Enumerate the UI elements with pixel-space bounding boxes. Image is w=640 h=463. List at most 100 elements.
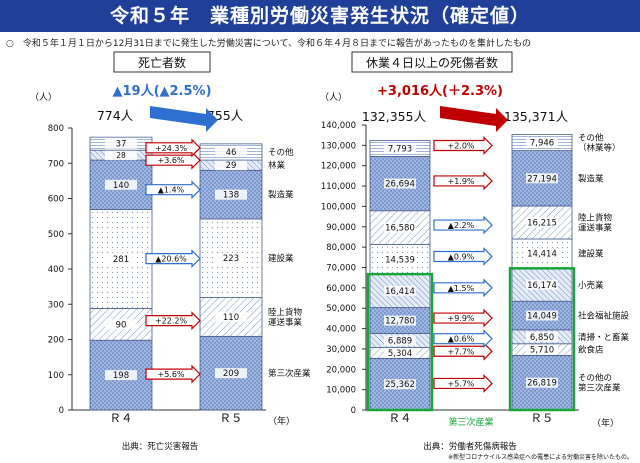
bar-data-label: 16,580	[385, 224, 415, 234]
segment-change-label: +24.3%	[155, 144, 188, 153]
bar-label-bg	[384, 254, 416, 265]
bar-data-label: 26,819	[527, 379, 557, 389]
y-axis-label: （人）	[30, 92, 57, 103]
tertiary-group-box	[508, 267, 576, 412]
segment-change-arrow	[433, 215, 493, 235]
segment-change-label: +3.6%	[157, 156, 184, 165]
segment-change-label: ▲0.6%	[448, 335, 475, 344]
y-tick-label: 50,000	[326, 304, 356, 314]
segment-change-arrow	[145, 138, 201, 158]
y-tick-label: 0	[351, 406, 356, 416]
bar-data-label: 5,304	[388, 349, 412, 359]
tertiary-group-box	[366, 272, 434, 412]
bar-data-label: 14,539	[385, 255, 415, 265]
bar-label-bg	[215, 189, 247, 200]
bar-label-bg	[526, 331, 558, 342]
segment-change-arrow	[433, 373, 493, 393]
bar-data-label: 16,215	[527, 218, 557, 228]
bar-label-bg	[526, 377, 558, 388]
bar-data-label: 110	[223, 313, 239, 323]
tertiary-group-label: 第三次産業	[448, 416, 493, 428]
y-tick-label: 20,000	[326, 365, 356, 375]
segment-change-label: ▲1.5%	[448, 284, 475, 293]
chart-title-box	[113, 51, 211, 73]
series-label: 陸上貨物	[268, 307, 303, 318]
bar-total-label: 135,371人	[504, 109, 569, 124]
data-period-note: ○ 令和５年１月１日から12月31日までに発生した労働災害について、令和６年４月…	[6, 39, 532, 49]
y-tick-label: 500	[48, 230, 64, 240]
segment-change-label: +2.0%	[447, 142, 474, 151]
y-tick-label: 300	[48, 300, 64, 310]
bar-total-label: 132,355人	[362, 109, 427, 124]
series-label: 第三次産業	[268, 368, 311, 379]
bar-label-bg	[526, 137, 558, 148]
bar-label-bg	[215, 311, 247, 322]
bar-label-bg	[105, 319, 137, 330]
bar-data-label: 12,780	[385, 317, 415, 327]
bar-data-label: 37	[116, 140, 127, 150]
segment-change-arrow	[433, 171, 493, 191]
y-tick-label: 700	[48, 159, 64, 169]
y-tick-label: 80,000	[326, 243, 356, 253]
bar-data-label: 7,946	[530, 139, 554, 149]
segment-change-arrow	[433, 136, 493, 155]
bar-data-label: 26,694	[385, 180, 415, 190]
bar-label-bg	[384, 347, 416, 358]
bar-label-bg	[384, 143, 416, 154]
x-axis-unit-label: （年）	[592, 417, 619, 429]
bar-label-bg	[105, 150, 137, 161]
series-label: 林業	[268, 160, 286, 171]
bar-label-bg	[384, 379, 416, 390]
bar-data-label: 6,850	[530, 333, 554, 343]
segment-change-label: +1.9%	[447, 177, 474, 186]
series-label: （林業等）	[578, 143, 621, 154]
bar-data-label: 6,889	[388, 337, 412, 347]
bar-data-label: 46	[226, 148, 237, 158]
bar-data-label: 90	[116, 320, 127, 330]
y-tick-label: 100	[48, 371, 64, 381]
bar-data-label: 281	[113, 255, 129, 265]
y-tick-label: 800	[48, 124, 64, 134]
y-axis-label: （人）	[320, 92, 347, 103]
series-label: その他	[578, 133, 604, 144]
bar-label-bg	[526, 310, 558, 321]
bar-label-bg	[526, 217, 558, 228]
bar-label-bg	[215, 368, 247, 379]
bar-label-bg	[526, 279, 558, 290]
total-trend-arrow	[440, 106, 508, 132]
segment-change-label: ▲0.9%	[448, 252, 475, 261]
segment-change-arrow	[145, 180, 201, 200]
bar-label-bg	[384, 335, 416, 346]
segment-change-label: +7.7%	[447, 347, 474, 356]
series-label: 第三次産業	[578, 383, 621, 394]
bar-label-bg	[215, 160, 247, 171]
bar-data-label: 27,194	[527, 174, 557, 184]
segment-change-label: +22.2%	[155, 317, 188, 326]
segment-change-label: ▲20.6%	[155, 255, 187, 264]
series-label: 運送事業	[578, 222, 613, 233]
bar-data-label: 14,414	[527, 250, 557, 260]
series-label: 建設業	[268, 253, 294, 264]
y-tick-label: 60,000	[326, 284, 356, 294]
series-label: 建設業	[578, 249, 604, 260]
bar-label-bg	[105, 179, 137, 190]
series-label: 清掃・と畜業	[578, 332, 630, 343]
bar-data-label: 16,174	[527, 281, 557, 291]
y-tick-label: 110,000	[321, 182, 356, 192]
bar-data-label: 209	[223, 369, 239, 379]
bar-label-bg	[384, 222, 416, 233]
chart-source: 出典：死亡災害報告	[122, 441, 199, 452]
bar-label-bg	[215, 253, 247, 264]
segment-change-arrow	[433, 278, 493, 298]
segment-change-arrow	[433, 247, 493, 266]
segment-change-label: +5.6%	[157, 370, 184, 379]
chart-footnote: ※新型コロナウイルス感染症への罹患による労働災害を除いたもの。	[448, 453, 633, 461]
chart-title: 死亡者数	[138, 55, 186, 70]
y-tick-label: 400	[48, 265, 64, 275]
y-tick-label: 10,000	[326, 386, 356, 396]
bar-data-label: 223	[223, 254, 239, 264]
total-change-label: ▲19人(▲2.5%)	[112, 83, 211, 99]
y-tick-label: 40,000	[326, 325, 356, 335]
bar-label-bg	[384, 285, 416, 296]
